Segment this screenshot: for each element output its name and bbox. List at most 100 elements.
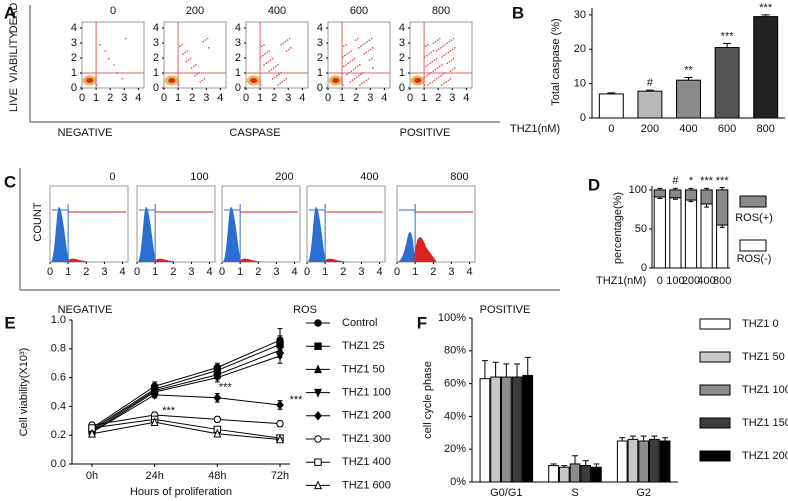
- event-dot: [442, 45, 444, 48]
- event-dot: [351, 79, 354, 82]
- bar-segment: [653, 196, 666, 269]
- data-point: [213, 428, 222, 438]
- x-tick-label: 800: [757, 123, 775, 135]
- event-dot: [426, 54, 428, 57]
- x-tick-label: 1: [152, 266, 158, 278]
- event-dot: [288, 37, 291, 40]
- event-dot: [438, 65, 441, 68]
- event-dot: [445, 53, 447, 55]
- x-tick-label: 1: [237, 266, 243, 278]
- event-dot: [268, 50, 271, 52]
- bar-segment: [700, 189, 713, 205]
- event-dot: [343, 65, 345, 68]
- y-tick-label: 2: [399, 52, 405, 64]
- x-tick-label: 200: [641, 123, 659, 135]
- legend-label: THZ1 100: [342, 387, 391, 399]
- event-dot: [429, 82, 431, 85]
- y-tick-label: 2: [153, 52, 159, 64]
- y-tick-label: 30: [574, 9, 586, 21]
- event-dot: [199, 81, 201, 83]
- event-dot: [269, 59, 272, 62]
- x-tick-label: 2: [435, 92, 441, 104]
- y-axis-title: Cell viability(X10³): [18, 348, 30, 437]
- legend-label: THZ1 300: [342, 433, 391, 445]
- event-dot: [273, 76, 276, 79]
- event-dot: [359, 84, 361, 86]
- x-tick-label: 3: [358, 266, 364, 278]
- event-dot: [262, 54, 264, 57]
- histogram-positive: [238, 258, 262, 262]
- annotation: ***: [716, 175, 730, 187]
- bar-segment: [684, 199, 698, 269]
- event-dot: [345, 64, 347, 66]
- y-tick-label: 0.4: [51, 400, 66, 412]
- annotation: ***: [759, 2, 773, 14]
- x-tick-label: 1: [421, 92, 427, 104]
- x-tick-label: 3: [101, 266, 107, 278]
- x-tick-label: S: [571, 487, 578, 499]
- x-tick-label: 48h: [208, 470, 226, 482]
- event-dot: [346, 73, 348, 75]
- panel-label: E: [4, 313, 15, 332]
- event-dot: [346, 53, 348, 55]
- event-dot: [449, 70, 452, 72]
- event-dot: [274, 65, 277, 68]
- event-dot: [443, 54, 445, 57]
- histogram-positive: [323, 258, 347, 262]
- panel-label: F: [417, 313, 427, 332]
- x-tick-label: 2: [353, 92, 359, 104]
- y-tick-label: 3: [317, 37, 323, 49]
- histogram-positive: [413, 237, 437, 262]
- event-dot: [365, 51, 368, 54]
- x-tick-label: 24h: [145, 470, 163, 482]
- y-label: DEAD: [8, 3, 20, 34]
- x-tick-label: 3: [273, 266, 279, 278]
- event-dot: [434, 68, 437, 71]
- series-line: [91, 414, 281, 426]
- x-tick-label: 400: [697, 275, 715, 287]
- annotation: ***: [721, 30, 735, 42]
- event-dot: [363, 53, 365, 55]
- event-dot: [441, 84, 443, 86]
- event-dot: [445, 81, 447, 83]
- y-tick-label: 0.8: [51, 343, 66, 355]
- y-label: LIVE: [8, 88, 20, 112]
- y-tick-label: 0%: [450, 476, 466, 488]
- x-label: ROS: [293, 304, 317, 316]
- event-dot: [432, 70, 435, 72]
- y-tick-label: 0: [153, 82, 159, 94]
- event-dot: [284, 40, 287, 43]
- data-point: [213, 415, 222, 424]
- series-line: [91, 355, 281, 433]
- event-dot: [447, 51, 450, 54]
- x-tick-label: 1: [257, 92, 263, 104]
- bar: [548, 465, 559, 483]
- x-tick-label: 4: [135, 92, 141, 104]
- event-dot: [444, 43, 446, 46]
- event-dot: [450, 39, 453, 41]
- event-dot: [354, 67, 357, 69]
- event-dot: [369, 48, 372, 51]
- x-tick-label: G0/G1: [490, 487, 522, 499]
- event-dot: [435, 57, 438, 60]
- panel-label: D: [588, 175, 600, 194]
- x-tick-label: 2: [430, 266, 436, 278]
- event-dot: [121, 78, 124, 80]
- x-tick-label: 0: [394, 266, 400, 278]
- data-point: [276, 434, 284, 444]
- event-dot: [349, 60, 352, 63]
- y-tick-label: 3: [399, 37, 405, 49]
- event-dot: [179, 45, 181, 48]
- event-dot: [452, 57, 455, 60]
- x-tick-label: 3: [449, 92, 455, 104]
- event-dot: [356, 37, 359, 40]
- annotation: ***: [219, 382, 233, 394]
- y-tick-label: 1: [235, 67, 241, 79]
- bar-segment: [700, 203, 713, 269]
- x-axis-title: Hours of proliferation: [130, 486, 232, 498]
- annotation: *: [689, 175, 694, 187]
- event-dot: [358, 47, 360, 49]
- event-dot: [368, 39, 371, 41]
- bar: [598, 93, 624, 119]
- x-tick-label: 4: [463, 92, 469, 104]
